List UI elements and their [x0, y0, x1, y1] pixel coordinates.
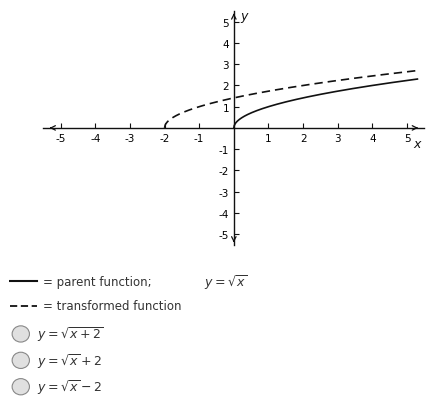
- Text: = parent function;: = parent function;: [43, 275, 152, 288]
- Text: $y = \sqrt{x} + 2$: $y = \sqrt{x} + 2$: [37, 351, 102, 370]
- Text: x: x: [414, 138, 421, 151]
- Text: $y = \sqrt{x+2}$: $y = \sqrt{x+2}$: [37, 325, 103, 343]
- Text: = transformed function: = transformed function: [43, 299, 182, 312]
- Text: $y = \sqrt{x}$: $y = \sqrt{x}$: [204, 272, 247, 291]
- Text: $y = \sqrt{x} - 2$: $y = \sqrt{x} - 2$: [37, 377, 102, 396]
- Text: y: y: [241, 10, 248, 23]
